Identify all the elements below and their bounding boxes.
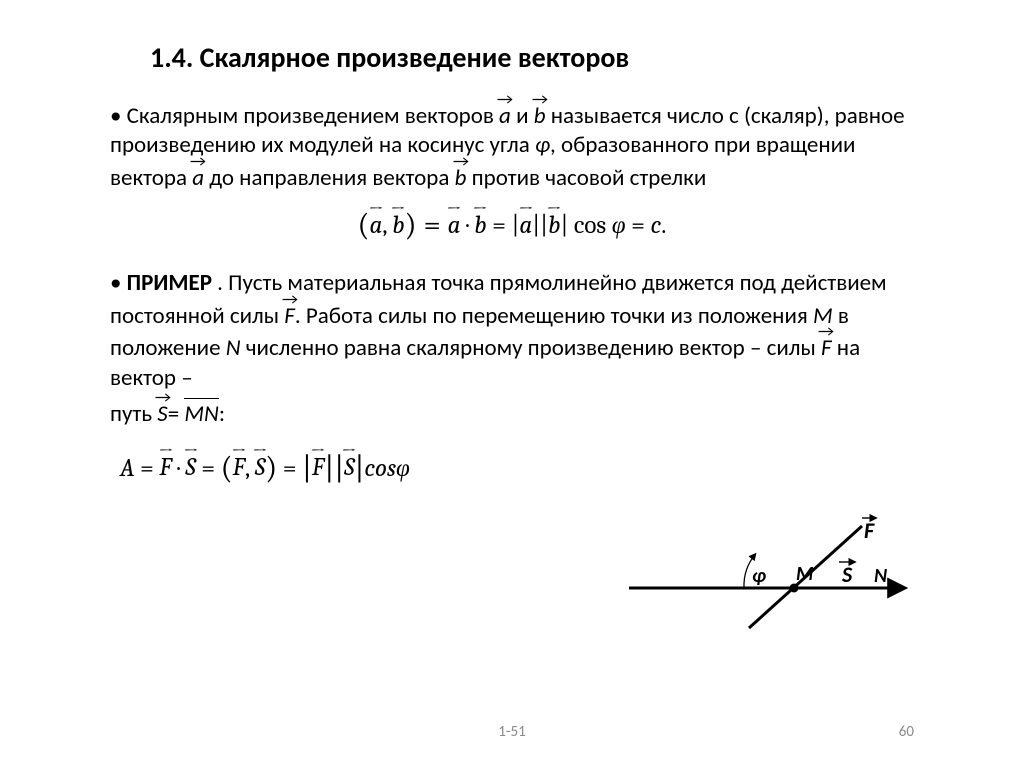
A: A — [120, 453, 134, 482]
eq: = — [196, 453, 221, 482]
vector-b: b — [534, 99, 546, 131]
vector-b: b — [474, 208, 486, 240]
example-label: ПРИМЕР — [127, 269, 212, 297]
text: . Работа силы по перемещению точки из по… — [295, 302, 813, 330]
abs-cos: | cos — [561, 211, 612, 240]
page: 1.4. Скалярное произведение векторов • С… — [0, 0, 1024, 767]
text: до направления вектора — [204, 164, 455, 192]
eq: = — [277, 453, 302, 482]
phi: φ — [396, 453, 410, 482]
colon: : — [219, 400, 225, 428]
example-paragraph-2: путь S= MN: — [110, 397, 914, 429]
vector-b: b — [548, 208, 560, 240]
vector-F: F — [312, 450, 324, 482]
vector-a: a — [519, 208, 532, 240]
period: . — [661, 211, 666, 240]
vector-S: S — [344, 450, 354, 482]
phi: φ — [612, 211, 626, 240]
bar: | — [324, 450, 334, 486]
diagram-S-label: S — [841, 561, 853, 588]
text: путь — [110, 400, 157, 428]
diagram-M-label: M — [796, 562, 814, 586]
footer-left: 1-51 — [498, 723, 525, 741]
vector-a: a — [448, 208, 461, 240]
vector-F: F — [821, 331, 832, 363]
formula-dot-product: (a, b) = a · b = |a||b| cos φ = c. — [110, 207, 914, 243]
eq: = — [134, 453, 159, 482]
vector-F: F — [233, 450, 245, 482]
formula-work: A = F · S = (F, S) = |F||S|cosφ — [120, 450, 914, 486]
cos: cos — [364, 453, 396, 482]
rparen-eq: ) = — [405, 207, 448, 243]
vector-a: a — [499, 99, 511, 131]
vector-a: a — [192, 161, 204, 193]
eq-abs: = | — [487, 211, 520, 240]
vector-a: a — [369, 208, 382, 240]
force-diagram: F S M N φ — [624, 510, 914, 630]
eq: = — [626, 211, 651, 240]
phi: φ — [535, 131, 550, 159]
text: численно равна скалярному произведению в… — [241, 334, 821, 362]
vector-F: F — [284, 299, 295, 331]
vector-S: S — [157, 397, 167, 429]
segment-MN: MN — [184, 398, 219, 429]
footer-right: 60 — [899, 723, 914, 741]
vector-b: b — [455, 161, 467, 193]
example-paragraph: • ПРИМЕР . Пусть материальная точка прям… — [110, 269, 914, 393]
section-title: 1.4. Скалярное произведение векторов — [150, 40, 914, 75]
text: • Скалярным произведением векторов — [110, 102, 499, 130]
vector-F: F — [159, 450, 171, 482]
vector-b: b — [392, 208, 404, 240]
text: против часовой стрелки — [466, 164, 706, 192]
definition-paragraph: • Скалярным произведением векторов a и b… — [110, 99, 914, 193]
text: и — [511, 102, 534, 130]
N: N — [226, 334, 241, 362]
diagram-phi-label: φ — [752, 564, 766, 588]
c: c — [650, 211, 661, 240]
diagram-N-label: N — [874, 564, 887, 588]
vector-S: S — [255, 450, 265, 482]
diagram-F-label: F — [864, 517, 875, 544]
vector-S: S — [185, 450, 195, 482]
